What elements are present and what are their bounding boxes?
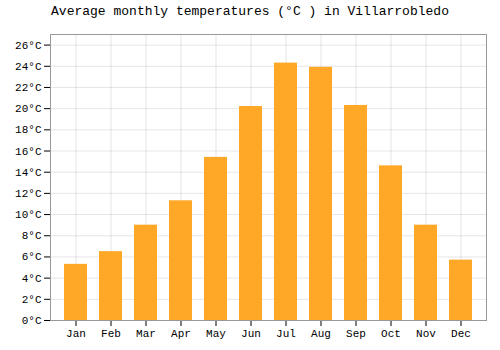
svg-text:Oct: Oct: [381, 328, 401, 340]
svg-text:22°C: 22°C: [15, 82, 42, 94]
svg-text:18°C: 18°C: [15, 124, 42, 136]
svg-text:8°C: 8°C: [22, 230, 42, 242]
svg-text:14°C: 14°C: [15, 167, 42, 179]
svg-text:20°C: 20°C: [15, 103, 42, 115]
svg-text:May: May: [206, 328, 226, 340]
svg-text:24°C: 24°C: [15, 61, 42, 73]
html-text:Average monthly temperatures (: Average monthly temperatures (°C ) in Vi…: [51, 4, 449, 19]
svg-text:12°C: 12°C: [15, 188, 42, 200]
svg-text:6°C: 6°C: [22, 251, 42, 263]
svg-text:Jan: Jan: [66, 328, 86, 340]
svg-text:Aug: Aug: [311, 328, 331, 340]
svg-text:4°C: 4°C: [22, 273, 42, 285]
svg-text:Dec: Dec: [451, 328, 471, 340]
svg-text:Jun: Jun: [241, 328, 261, 340]
svg-text:Sep: Sep: [346, 328, 366, 340]
svg-text:Nov: Nov: [416, 328, 436, 340]
svg-text:0°C: 0°C: [22, 315, 42, 327]
svg-text:Mar: Mar: [136, 328, 156, 340]
svg-text:10°C: 10°C: [15, 209, 42, 221]
svg-text:16°C: 16°C: [15, 146, 42, 158]
svg-text:Apr: Apr: [171, 328, 191, 340]
svg-text:2°C: 2°C: [22, 294, 42, 306]
svg-text:26°C: 26°C: [15, 40, 42, 52]
svg-text:Jul: Jul: [276, 328, 296, 340]
svg-text:Feb: Feb: [101, 328, 121, 340]
